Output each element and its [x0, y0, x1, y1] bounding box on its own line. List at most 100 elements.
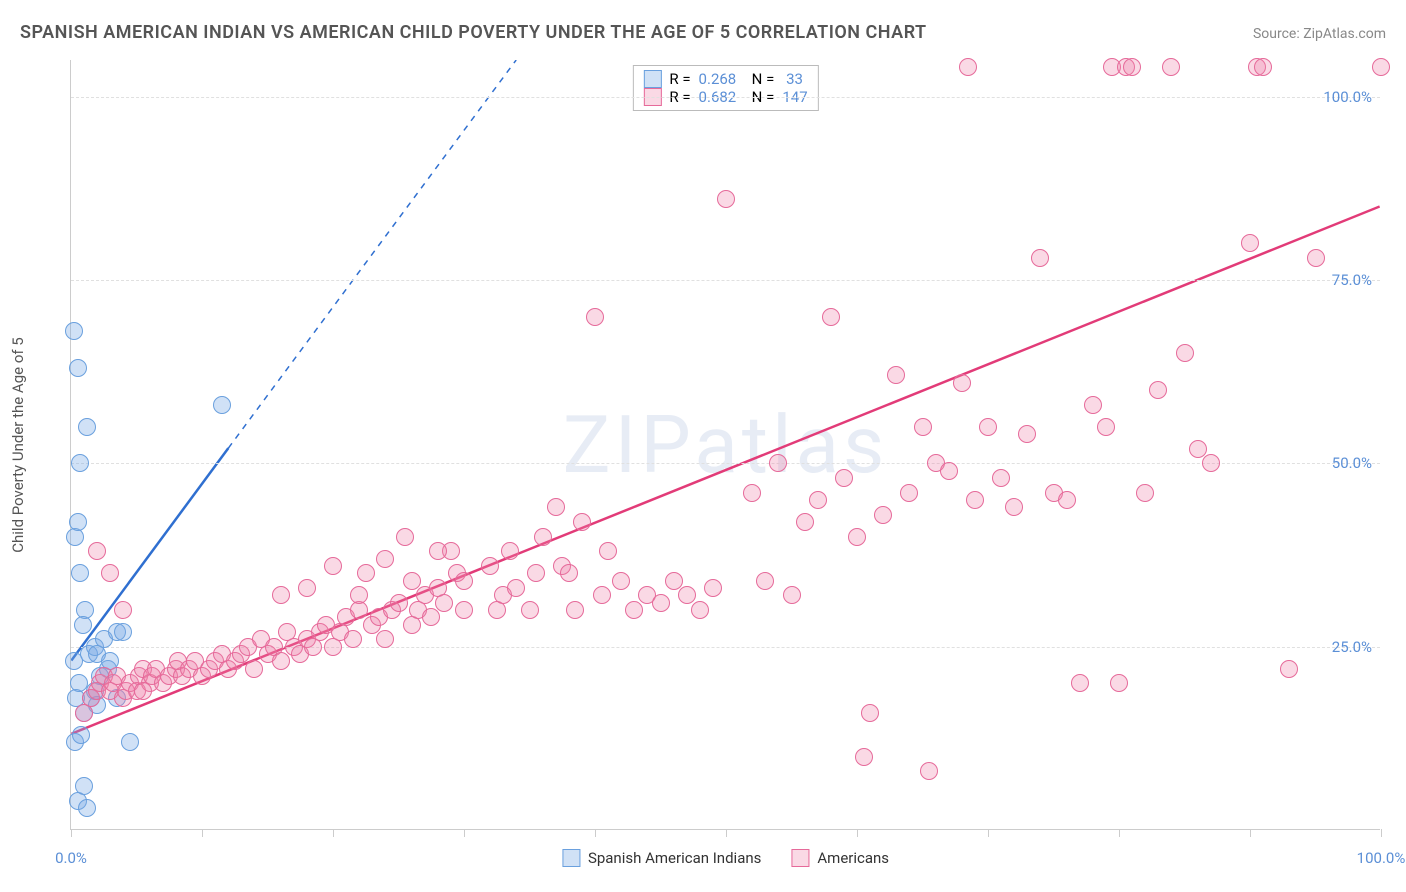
- correlation-legend: R = 0.268 N = 33 R = 0.682 N = 147: [632, 65, 818, 111]
- data-point: [900, 484, 918, 502]
- data-point: [1031, 249, 1049, 267]
- data-point: [71, 454, 89, 472]
- data-point: [1162, 58, 1180, 76]
- x-tick: [1119, 829, 1120, 837]
- data-point: [1097, 418, 1115, 436]
- x-tick: [202, 829, 203, 837]
- data-point: [272, 652, 290, 670]
- trend-lines: [71, 60, 1380, 829]
- swatch-series2: [791, 849, 809, 867]
- data-point: [861, 704, 879, 722]
- data-point: [1241, 234, 1259, 252]
- data-point: [717, 190, 735, 208]
- data-point: [566, 601, 584, 619]
- r-value-series1: 0.268: [699, 70, 737, 88]
- data-point: [1071, 674, 1089, 692]
- data-point: [586, 308, 604, 326]
- data-point: [1280, 660, 1298, 678]
- data-point: [69, 513, 87, 531]
- data-point: [887, 366, 905, 384]
- x-tick-label: 100.0%: [1357, 849, 1406, 867]
- data-point: [481, 557, 499, 575]
- legend-item-series1: Spanish American Indians: [562, 849, 761, 867]
- gridline-h: [71, 463, 1380, 464]
- data-point: [501, 542, 519, 560]
- data-point: [783, 586, 801, 604]
- data-point: [1176, 344, 1194, 362]
- data-point: [245, 660, 263, 678]
- data-point: [1372, 58, 1390, 76]
- data-point: [966, 491, 984, 509]
- data-point: [78, 418, 96, 436]
- y-tick-label: 50.0%: [1332, 454, 1372, 472]
- data-point: [114, 623, 132, 641]
- data-point: [344, 630, 362, 648]
- data-point: [114, 601, 132, 619]
- data-point: [69, 359, 87, 377]
- data-point: [1254, 58, 1272, 76]
- data-point: [1084, 396, 1102, 414]
- data-point: [521, 601, 539, 619]
- data-point: [1307, 249, 1325, 267]
- data-point: [769, 454, 787, 472]
- data-point: [65, 322, 83, 340]
- data-point: [560, 564, 578, 582]
- data-point: [625, 601, 643, 619]
- data-point: [72, 726, 90, 744]
- data-point: [390, 594, 408, 612]
- chart-title: SPANISH AMERICAN INDIAN VS AMERICAN CHIL…: [20, 22, 927, 43]
- data-point: [1149, 381, 1167, 399]
- swatch-series1: [643, 70, 661, 88]
- data-point: [74, 616, 92, 634]
- data-point: [376, 550, 394, 568]
- gridline-h: [71, 97, 1380, 98]
- data-point: [429, 542, 447, 560]
- data-point: [940, 462, 958, 480]
- data-point: [357, 564, 375, 582]
- x-tick: [1381, 829, 1382, 837]
- data-point: [756, 572, 774, 590]
- n-value-series1: 33: [786, 70, 803, 88]
- x-tick: [464, 829, 465, 837]
- data-point: [376, 630, 394, 648]
- data-point: [704, 579, 722, 597]
- data-point: [874, 506, 892, 524]
- swatch-series1: [562, 849, 580, 867]
- series-legend: Spanish American Indians Americans: [562, 849, 889, 867]
- data-point: [396, 528, 414, 546]
- data-point: [507, 579, 525, 597]
- data-point: [455, 572, 473, 590]
- legend-label-series1: Spanish American Indians: [588, 849, 761, 867]
- x-tick: [71, 829, 72, 837]
- source-attribution: Source: ZipAtlas.com: [1253, 26, 1386, 42]
- data-point: [979, 418, 997, 436]
- data-point: [612, 572, 630, 590]
- data-point: [953, 374, 971, 392]
- y-tick-label: 100.0%: [1323, 88, 1372, 106]
- data-point: [678, 586, 696, 604]
- legend-row-series1: R = 0.268 N = 33: [643, 70, 807, 88]
- data-point: [822, 308, 840, 326]
- data-point: [992, 469, 1010, 487]
- n-label: N =: [744, 70, 778, 88]
- data-point: [1136, 484, 1154, 502]
- data-point: [75, 777, 93, 795]
- x-tick: [726, 829, 727, 837]
- data-point: [134, 682, 152, 700]
- data-point: [1110, 674, 1128, 692]
- x-tick: [333, 829, 334, 837]
- data-point: [652, 594, 670, 612]
- data-point: [593, 586, 611, 604]
- data-point: [298, 579, 316, 597]
- data-point: [78, 799, 96, 817]
- plot-area: ZIPatlas R = 0.268 N = 33 R = 0.682 N = …: [70, 60, 1380, 830]
- data-point: [350, 586, 368, 604]
- data-point: [422, 608, 440, 626]
- chart-container: SPANISH AMERICAN INDIAN VS AMERICAN CHIL…: [0, 0, 1406, 892]
- data-point: [1123, 58, 1141, 76]
- data-point: [527, 564, 545, 582]
- data-point: [665, 572, 683, 590]
- r-label: R =: [669, 70, 690, 88]
- data-point: [455, 601, 473, 619]
- x-tick-label: 0.0%: [55, 849, 87, 867]
